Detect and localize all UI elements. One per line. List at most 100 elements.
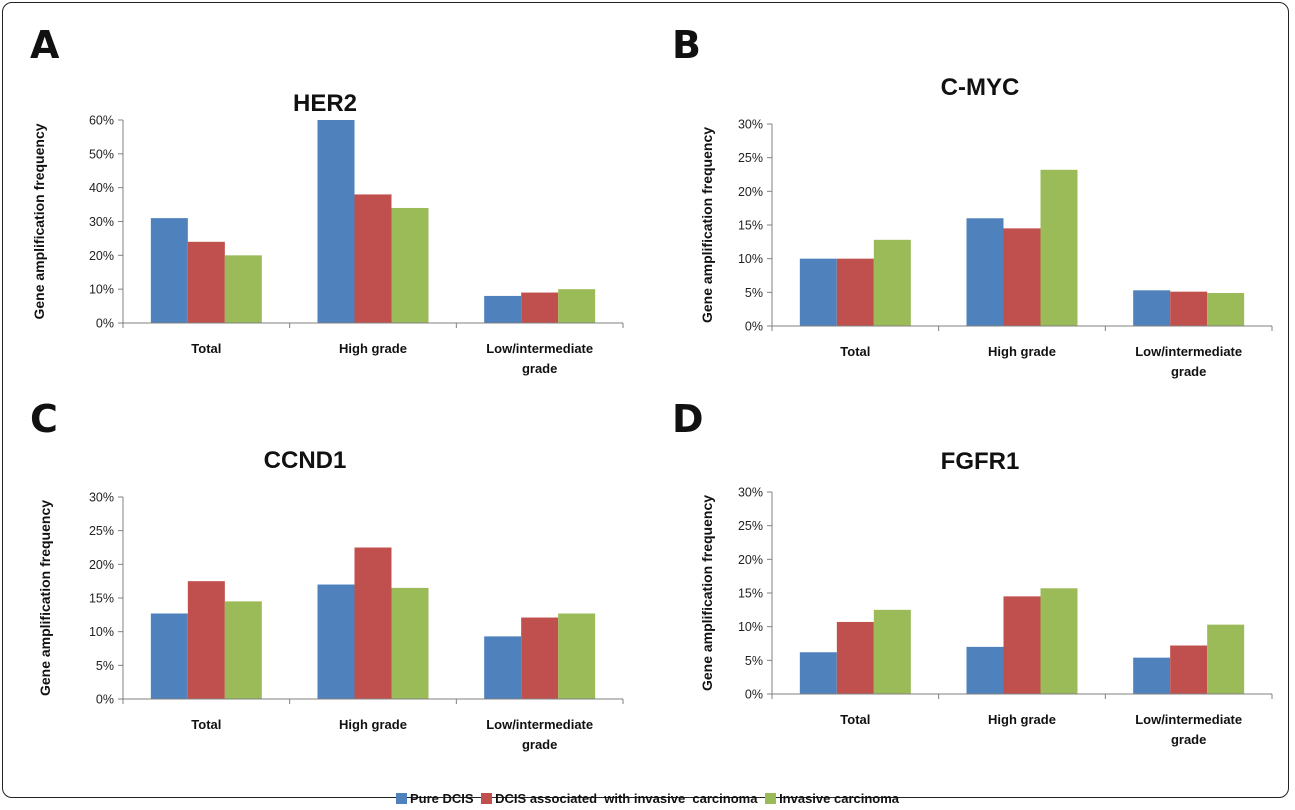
- y-tick-label: 50%: [89, 147, 114, 161]
- panel-letter: B: [672, 23, 701, 67]
- y-tick-label: 20%: [89, 558, 114, 572]
- y-tick-label: 10%: [738, 620, 763, 634]
- legend-swatch: [765, 793, 777, 804]
- legend-item-dcis-associated: DCIS associated with invasive carcinoma: [481, 791, 757, 806]
- bar: [1170, 645, 1208, 694]
- y-tick-label: 5%: [745, 654, 763, 668]
- bar: [1133, 290, 1171, 326]
- y-tick-label: 25%: [738, 519, 763, 533]
- bar: [799, 652, 837, 694]
- bar: [558, 613, 596, 699]
- y-tick-label: 30%: [738, 486, 763, 500]
- panel-letter: D: [672, 397, 704, 441]
- chart-legend: Pure DCIS DCIS associated with invasive …: [0, 791, 1295, 806]
- bar: [150, 218, 188, 323]
- chart-title: C-MYC: [941, 74, 1020, 101]
- chart-title: CCND1: [264, 447, 347, 474]
- bar: [317, 120, 355, 323]
- chart-svg: A HER2 Gene amplification frequency 0% 10% 20…: [30, 23, 624, 376]
- bar: [1003, 596, 1041, 694]
- panel-letter: C: [30, 397, 58, 441]
- bar: [391, 207, 429, 323]
- bar: [873, 239, 911, 326]
- legend-item-pure-dcis: Pure DCIS: [395, 791, 474, 806]
- bar: [391, 587, 429, 699]
- chart-title: FGFR1: [941, 448, 1020, 475]
- chart-title: HER2: [293, 90, 357, 117]
- chart-panel-ccnd1: C CCND1 Gene amplification frequency 0% 5% 10…: [20, 392, 635, 764]
- bar: [187, 581, 225, 699]
- x-category-label: High grade: [988, 344, 1056, 359]
- y-tick-label: 15%: [89, 592, 114, 606]
- bar: [224, 255, 262, 323]
- x-category-label: Total: [191, 341, 221, 356]
- legend-item-invasive-carcinoma: Invasive carcinoma: [765, 791, 899, 806]
- chart-svg: C CCND1 Gene amplification frequency 0% 5% 10…: [30, 397, 624, 752]
- bar: [187, 241, 225, 323]
- bar: [317, 584, 355, 699]
- chart-panel-her2: A HER2 Gene amplification frequency 0% 10% 20…: [20, 18, 635, 390]
- y-tick-label: 0%: [96, 317, 114, 331]
- bar: [1170, 291, 1208, 326]
- bar: [836, 258, 874, 326]
- bar: [558, 289, 596, 323]
- chart-svg: B C-MYC Gene amplification frequency 0% 5% 10…: [672, 23, 1273, 379]
- y-tick-label: 25%: [89, 524, 114, 538]
- figure-frame: [2, 2, 1289, 798]
- chart-panel-c-myc: B C-MYC Gene amplification frequency 0% 5% 10…: [660, 18, 1285, 390]
- y-axis-label: Gene amplification frequency: [31, 123, 47, 319]
- x-category-label: Total: [191, 717, 221, 732]
- x-category-label: High grade: [339, 717, 407, 732]
- x-category-label: High grade: [339, 341, 407, 356]
- bar: [1133, 657, 1171, 694]
- y-tick-label: 0%: [745, 320, 763, 334]
- bar: [1040, 588, 1078, 694]
- y-tick-label: 5%: [745, 286, 763, 300]
- y-tick-label: 15%: [738, 219, 763, 233]
- x-category-label: Total: [840, 712, 870, 727]
- panel-letter: A: [30, 23, 60, 67]
- y-tick-label: 0%: [96, 693, 114, 707]
- x-category-label: grade: [1171, 364, 1206, 379]
- y-tick-label: 25%: [738, 151, 763, 165]
- y-tick-label: 30%: [89, 491, 114, 505]
- legend-swatch: [395, 793, 407, 804]
- x-category-label: Low/intermediate: [1135, 344, 1242, 359]
- bar: [484, 295, 522, 323]
- y-axis-label: Gene amplification frequency: [699, 127, 715, 323]
- y-tick-label: 40%: [89, 181, 114, 195]
- x-category-label: grade: [1171, 732, 1206, 747]
- y-axis-label: Gene amplification frequency: [37, 500, 53, 696]
- bar: [224, 601, 262, 699]
- x-category-label: High grade: [988, 712, 1056, 727]
- y-axis-label: Gene amplification frequency: [699, 495, 715, 691]
- bar: [354, 547, 392, 699]
- x-category-label: grade: [522, 361, 557, 376]
- bar: [1003, 228, 1041, 326]
- x-category-label: Low/intermediate: [486, 341, 593, 356]
- bar: [354, 194, 392, 323]
- legend-label: Pure DCIS: [409, 791, 474, 806]
- y-tick-label: 10%: [738, 252, 763, 266]
- y-tick-label: 60%: [89, 114, 114, 128]
- bar: [966, 646, 1004, 694]
- y-tick-label: 5%: [96, 659, 114, 673]
- bar: [836, 621, 874, 694]
- bar: [521, 617, 559, 699]
- y-tick-label: 20%: [738, 553, 763, 567]
- y-tick-label: 10%: [89, 625, 114, 639]
- bar: [1040, 169, 1078, 326]
- chart-svg: D FGFR1 Gene amplification frequency 0% 5% 10…: [672, 397, 1273, 747]
- y-tick-label: 30%: [89, 215, 114, 229]
- y-tick-label: 10%: [89, 283, 114, 297]
- legend-label: DCIS associated with invasive carcinoma: [495, 791, 758, 806]
- x-category-label: Low/intermediate: [1135, 712, 1242, 727]
- bar: [1207, 624, 1245, 694]
- bar: [873, 609, 911, 694]
- bar: [1207, 293, 1245, 326]
- y-tick-label: 15%: [738, 587, 763, 601]
- y-tick-label: 0%: [745, 688, 763, 702]
- y-tick-label: 30%: [738, 118, 763, 132]
- y-tick-label: 20%: [738, 185, 763, 199]
- bar: [484, 636, 522, 699]
